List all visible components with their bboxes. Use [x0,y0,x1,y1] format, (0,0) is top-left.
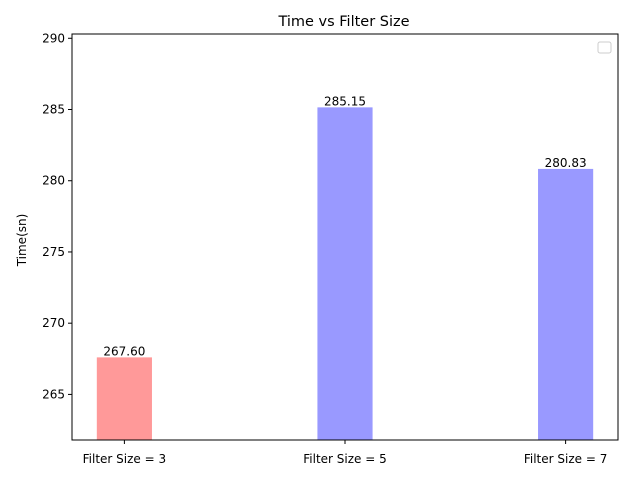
x-tick-label: Filter Size = 5 [303,452,386,466]
y-tick-label: 285 [42,103,65,117]
y-tick-label: 290 [42,31,65,45]
bar-value-label: 267.60 [103,344,145,358]
x-ticks: Filter Size = 3 Filter Size = 5 Filter Siz… [83,440,607,466]
y-ticks: 265 270 275 280 285 290 [42,31,72,401]
y-tick-label: 275 [42,245,65,259]
bars: 267.60 285.15 280.83 [96,94,594,441]
bar [538,168,594,441]
bar-value-label: 280.83 [545,156,587,170]
bar-value-label: 285.15 [324,94,366,108]
x-tick-label: Filter Size = 3 [83,452,166,466]
y-tick-label: 270 [42,316,65,330]
y-tick-label: 265 [42,387,65,401]
y-tick-label: 280 [42,174,65,188]
chart-title: Time vs Filter Size [277,14,409,30]
y-axis-label: Time(sn) [15,214,29,268]
legend-box [597,41,612,54]
bar [96,357,152,440]
plot-frame [71,33,619,441]
bar [317,107,373,440]
x-tick-label: Filter Size = 7 [524,452,607,466]
